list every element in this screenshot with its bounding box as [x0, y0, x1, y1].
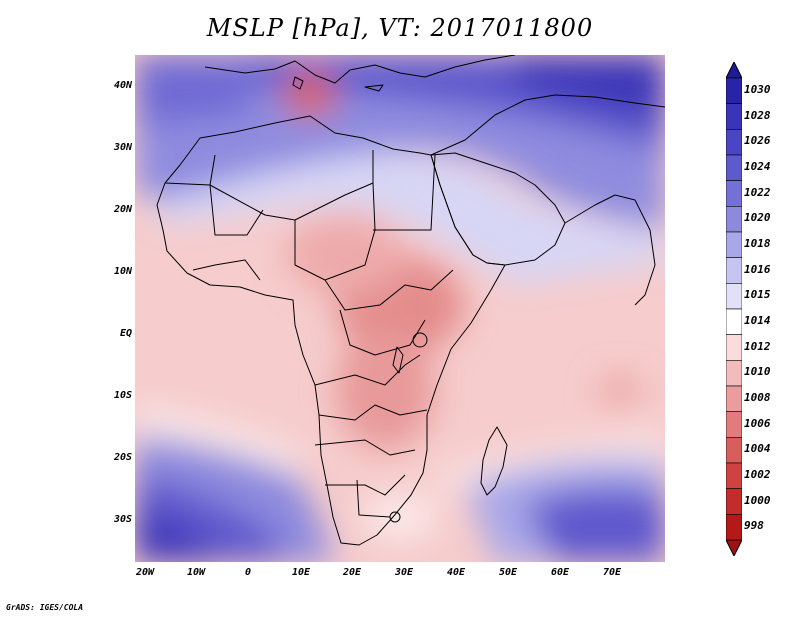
pressure-map: [135, 55, 665, 562]
lon-label: 70E: [602, 567, 622, 578]
colorbar-bottom-arrow: [726, 539, 742, 556]
colorbar-label: 1006: [744, 416, 771, 430]
colorbar-swatch: [726, 154, 742, 181]
colorbar-swatch: [726, 488, 742, 515]
colorbar-label: 1026: [744, 134, 771, 148]
colorbar-swatch: [726, 360, 742, 387]
colorbar-label: 1020: [744, 211, 771, 225]
colorbar-label: 1008: [744, 390, 771, 404]
lat-label: 10N: [113, 266, 132, 277]
lon-label: 50E: [498, 567, 518, 578]
pressure-field: [135, 55, 665, 562]
colorbar-swatch: [726, 231, 742, 258]
lon-label: 10E: [291, 567, 311, 578]
colorbar-label: 1024: [744, 159, 771, 173]
colorbar-swatch: [726, 411, 742, 438]
lat-label: 20N: [113, 204, 132, 215]
colorbar-swatch: [726, 103, 742, 130]
lat-label: 20S: [113, 452, 132, 463]
credit-text: GrADS: IGES/COLA: [6, 603, 84, 612]
colorbar: [726, 62, 742, 556]
colorbar-label: 1014: [744, 313, 771, 327]
lon-label: 20E: [342, 567, 362, 578]
colorbar-swatch: [726, 334, 742, 361]
colorbar-swatch: [726, 283, 742, 310]
colorbar-label: 1002: [744, 467, 771, 481]
coastlines-borders: [156, 55, 665, 546]
lon-label: 60E: [550, 567, 570, 578]
colorbar-label: 1018: [744, 236, 771, 250]
colorbar-swatch: [726, 206, 742, 233]
chart-title: MSLP [hPa], VT: 2017011800: [206, 14, 594, 42]
lon-label: 20W: [135, 567, 155, 578]
lat-label: 30S: [113, 514, 132, 525]
colorbar-label: 1016: [744, 262, 771, 276]
colorbar-swatch: [726, 180, 742, 207]
colorbar-label: 1030: [744, 82, 771, 96]
lat-label: 30N: [113, 142, 132, 153]
lon-label: 40E: [446, 567, 466, 578]
colorbar-label: 1028: [744, 108, 771, 122]
colorbar-swatch: [726, 437, 742, 464]
colorbar-swatch: [726, 77, 742, 104]
colorbar-label: 1000: [744, 493, 771, 507]
colorbar-label: 1022: [744, 185, 771, 199]
colorbar-label: 1015: [744, 288, 771, 302]
colorbar-swatch: [726, 514, 742, 541]
colorbar-swatch: [726, 129, 742, 156]
colorbar-label: 1012: [744, 339, 771, 353]
lat-label: 10S: [113, 390, 132, 401]
colorbar-swatch: [726, 462, 742, 489]
colorbar-swatch: [726, 385, 742, 412]
lon-label: 0: [244, 567, 252, 578]
colorbar-label: 998: [744, 519, 764, 533]
colorbar-label: 1004: [744, 442, 771, 456]
colorbar-swatch: [726, 308, 742, 335]
lon-label: 30E: [394, 567, 414, 578]
lat-label: EQ: [119, 328, 132, 339]
lat-label: 40N: [113, 80, 132, 91]
colorbar-swatch: [726, 257, 742, 284]
lon-label: 10W: [186, 567, 206, 578]
colorbar-label: 1010: [744, 365, 771, 379]
colorbar-top-arrow: [726, 62, 742, 79]
